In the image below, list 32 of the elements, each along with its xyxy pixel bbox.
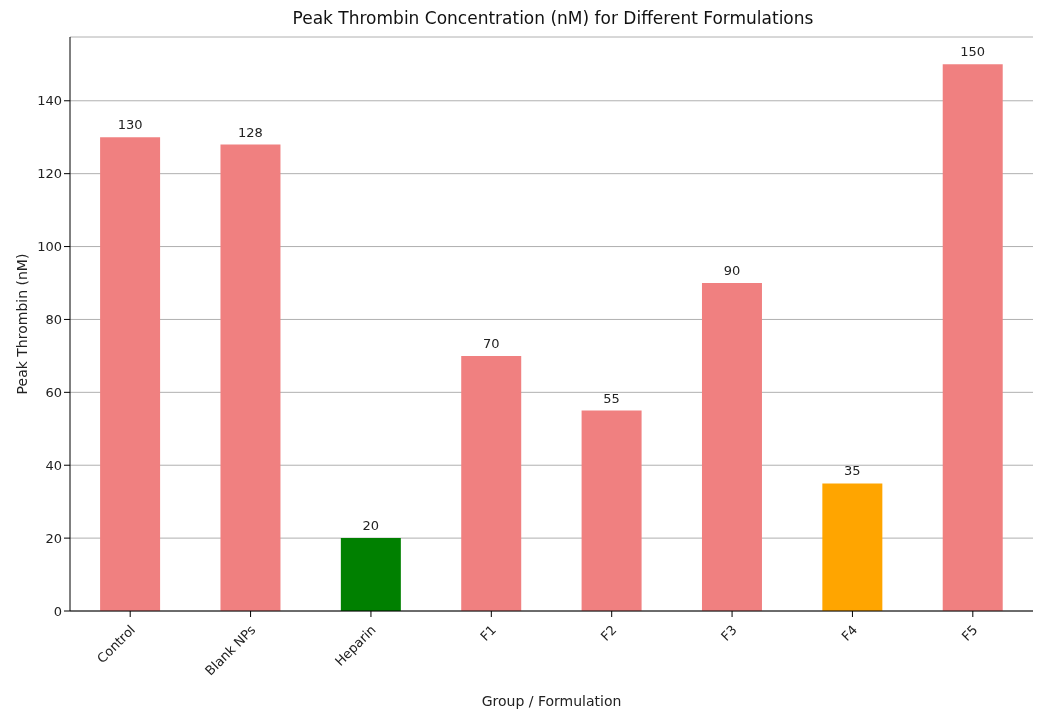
y-tick-label: 80 xyxy=(45,312,62,328)
bar xyxy=(461,355,522,611)
bar xyxy=(581,410,642,611)
x-axis-title: Group / Formulation xyxy=(481,693,622,709)
y-tick-label: 20 xyxy=(45,530,62,546)
y-axis-title: Peak Thrombin (nM) xyxy=(13,253,30,395)
bar xyxy=(701,283,762,611)
x-tick-label: F5 xyxy=(958,622,981,644)
y-tick-label: 0 xyxy=(53,603,62,619)
y-tick-label: 40 xyxy=(45,457,62,473)
data-label: 90 xyxy=(723,263,741,278)
data-label: 55 xyxy=(603,390,620,406)
bar xyxy=(220,144,281,611)
data-label: 128 xyxy=(238,124,263,140)
y-tick-label: 120 xyxy=(37,166,62,182)
x-tick-label: F4 xyxy=(838,622,861,644)
bar xyxy=(822,483,883,611)
x-tick-label: F1 xyxy=(477,622,500,644)
data-label: 35 xyxy=(844,463,861,479)
data-label: 130 xyxy=(117,117,143,133)
data-label: 20 xyxy=(362,518,380,534)
bar xyxy=(340,538,401,611)
y-tick-label: 100 xyxy=(37,239,62,255)
y-tick-label: 140 xyxy=(37,93,62,109)
data-label: 70 xyxy=(482,335,500,351)
bar xyxy=(942,64,1003,611)
x-tick-label: F3 xyxy=(718,622,740,644)
chart-title: Peak Thrombin Concentration (nM) for Different Formulations xyxy=(291,8,815,28)
x-tick-label: F2 xyxy=(597,622,620,644)
y-tick-label: 60 xyxy=(45,384,62,400)
data-label: 150 xyxy=(960,44,986,60)
bar xyxy=(100,137,161,611)
